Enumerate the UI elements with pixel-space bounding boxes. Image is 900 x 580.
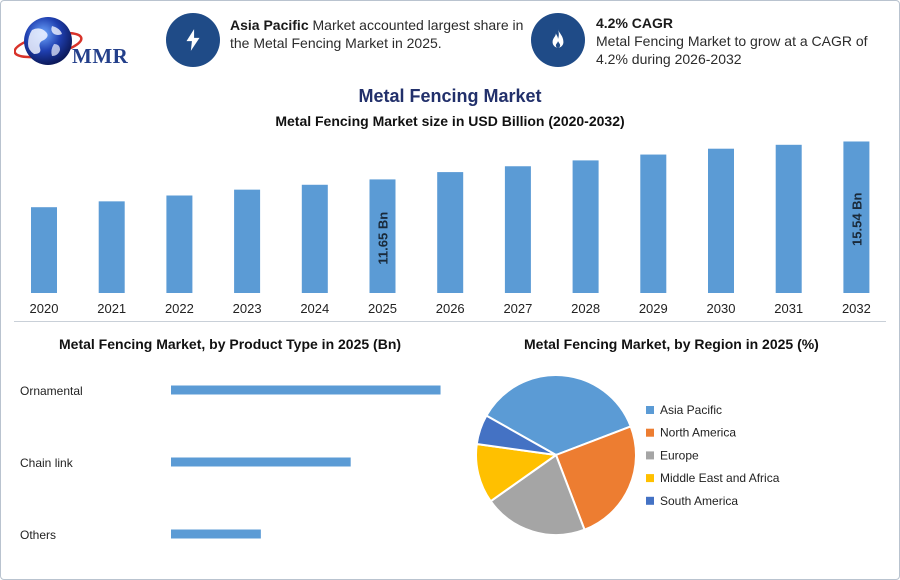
bar-2023 [234,189,261,293]
pie-slice-middle-east-and-africa [475,442,559,503]
highlight-region-bold: Asia Pacific [230,17,309,33]
bar-2027 [504,166,531,293]
globe-icon [13,17,83,65]
pie-slice-north-america [554,425,638,532]
mmr-logo: MMR [13,14,138,76]
flame-icon [552,29,564,48]
x-tick-2020: 2020 [30,301,59,316]
x-tick-2032: 2032 [842,301,871,316]
hbar-ornamental [171,385,441,395]
chart-subtitle: Metal Fencing Market size in USD Billion… [275,113,625,129]
legend-swatch-asia-pacific [646,406,654,414]
category-label-ornamental: Ornamental [20,384,83,398]
bar-2020 [31,207,57,293]
hbar-chain-link [171,457,351,467]
x-tick-2027: 2027 [503,301,532,316]
highlight-cagr-text: Metal Fencing Market to grow at a CAGR o… [596,33,868,67]
x-tick-2028: 2028 [571,301,600,316]
x-tick-2026: 2026 [436,301,465,316]
legend-label-europe: Europe [660,448,699,462]
data-label-2032: 15.54 Bn [849,192,864,246]
flame-badge [531,13,585,67]
hbar-others [171,529,261,539]
pie-slice-europe [489,453,586,536]
bar-2029 [640,154,667,293]
region-title: Metal Fencing Market, by Region in 2025 … [524,336,819,352]
market-size-bar-chart: 2020 2021 2022 2023 2024 2025 11.65 Bn 2026 2027… [30,141,871,316]
x-tick-2023: 2023 [233,301,262,316]
legend-swatch-north-america [646,428,654,437]
section-divider [14,321,886,322]
lightning-icon [186,29,200,51]
bar-2022 [166,195,193,293]
logo-text: MMR [72,44,129,68]
x-tick-2021: 2021 [97,301,126,316]
lightning-badge [166,13,220,67]
bar-2032 [843,141,870,293]
legend-label-asia-pacific: Asia Pacific [660,403,722,417]
highlight-region: Asia Pacific Market accounted largest sh… [230,16,530,52]
category-label-others: Others [20,528,56,542]
legend-label-south-america: South America [660,494,738,508]
highlight-region-text: Market accounted largest share in the Me… [230,17,524,51]
x-tick-2029: 2029 [639,301,668,316]
bar-2030 [708,148,734,293]
x-tick-2030: 2030 [707,301,736,316]
chart-main-title: Metal Fencing Market [358,86,542,106]
x-tick-2022: 2022 [165,301,194,316]
bar-2026 [437,172,464,293]
bar-2024 [301,184,328,293]
bar-2028 [572,160,599,293]
highlight-cagr: 4.2% CAGR Metal Fencing Market to grow at… [596,14,886,68]
x-tick-2024: 2024 [300,301,329,316]
region-pie-chart: Asia Pacific North America Europe Middle Ea… [475,374,780,536]
category-label-chain-link: Chain link [20,456,74,470]
x-tick-2031: 2031 [774,301,803,316]
highlight-cagr-bold: 4.2% CAGR [596,15,674,31]
data-label-2025: 11.65 Bn [376,212,391,265]
bar-2031 [775,144,802,293]
product-type-bar-chart: Ornamental Chain link Others [20,384,441,542]
x-tick-2025: 2025 [368,301,397,316]
bar-2021 [98,201,125,293]
bar-2025 [369,179,396,293]
legend-swatch-europe [646,451,654,460]
product-type-title: Metal Fencing Market, by Product Type in… [59,336,402,352]
pie-slice-south-america [475,414,557,456]
legend-label-north-america: North America [660,426,736,440]
legend-label-middle-east-and-africa: Middle East and Africa [660,471,780,485]
legend-swatch-middle-east-and-africa [646,474,654,483]
legend-swatch-south-america [646,496,654,505]
